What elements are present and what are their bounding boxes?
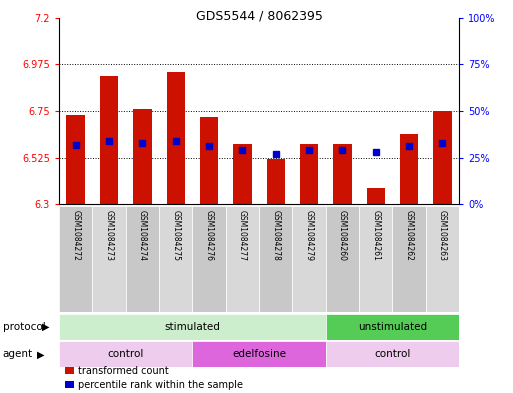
Bar (100, 76, 118, 204)
Bar (259, 206, 292, 312)
Bar (126, 206, 159, 312)
Bar (192, 206, 226, 312)
Bar (159, 206, 192, 312)
Text: GSM1084276: GSM1084276 (205, 209, 213, 261)
Text: GSM1084263: GSM1084263 (438, 209, 447, 261)
Text: transformed count: transformed count (78, 365, 169, 376)
Bar (65, 367, 74, 374)
Text: GSM1084273: GSM1084273 (105, 209, 113, 261)
Bar (400, 134, 418, 204)
Text: GDS5544 / 8062395: GDS5544 / 8062395 (195, 10, 323, 23)
Text: GSM1084278: GSM1084278 (271, 209, 280, 261)
Bar (326, 341, 459, 367)
Text: percentile rank within the sample: percentile rank within the sample (78, 380, 244, 390)
Bar (200, 117, 218, 204)
Text: GSM1084260: GSM1084260 (338, 209, 347, 261)
Bar (292, 206, 326, 312)
Text: edelfosine: edelfosine (232, 349, 286, 359)
Text: ▶: ▶ (37, 349, 45, 359)
Bar (426, 206, 459, 312)
Bar (192, 341, 326, 367)
Bar (300, 144, 318, 204)
Text: GSM1084275: GSM1084275 (171, 209, 180, 261)
Text: GSM1084261: GSM1084261 (371, 209, 380, 261)
Text: control: control (374, 349, 410, 359)
Bar (326, 314, 459, 340)
Bar (433, 111, 451, 204)
Bar (167, 72, 185, 204)
Bar (359, 206, 392, 312)
Text: ▶: ▶ (42, 322, 50, 332)
Text: control: control (108, 349, 144, 359)
Bar (326, 206, 359, 312)
Bar (67, 115, 85, 204)
Bar (59, 314, 326, 340)
Bar (226, 206, 259, 312)
Text: GSM1084274: GSM1084274 (138, 209, 147, 261)
Text: stimulated: stimulated (165, 322, 220, 332)
Bar (59, 341, 192, 367)
Text: GSM1084277: GSM1084277 (238, 209, 247, 261)
Bar (367, 188, 385, 204)
Text: unstimulated: unstimulated (358, 322, 427, 332)
Bar (392, 206, 426, 312)
Text: protocol: protocol (3, 322, 45, 332)
Bar (65, 381, 74, 388)
Bar (267, 159, 285, 204)
Bar (59, 206, 92, 312)
Bar (333, 144, 351, 204)
Text: agent: agent (3, 349, 33, 359)
Bar (233, 144, 251, 204)
Text: GSM1084272: GSM1084272 (71, 209, 80, 261)
Bar (133, 109, 151, 204)
Text: GSM1084262: GSM1084262 (405, 209, 413, 261)
Bar (92, 206, 126, 312)
Text: GSM1084279: GSM1084279 (305, 209, 313, 261)
